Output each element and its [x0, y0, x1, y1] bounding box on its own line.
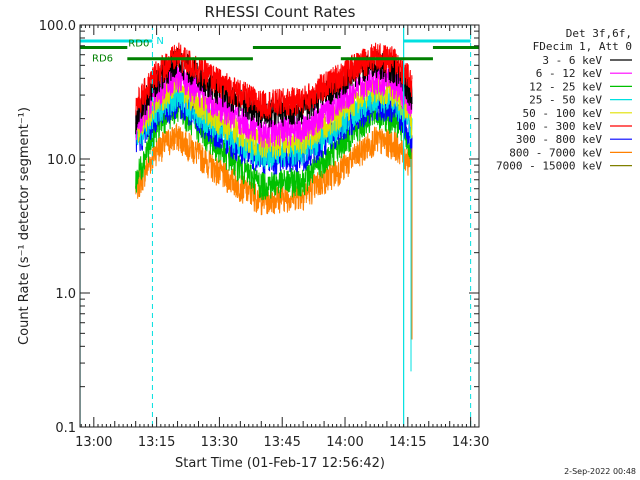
y-tick-label: 10.0 — [47, 153, 76, 168]
series-line — [135, 123, 413, 216]
chart-title: RHESSI Count Rates — [205, 3, 356, 21]
series-line — [135, 72, 413, 159]
plot-frame — [79, 24, 480, 428]
legend-entry-label: 50 - 100 keV — [523, 107, 603, 120]
x-axis-label: Start Time (01-Feb-17 12:56:42) — [175, 456, 385, 471]
legend-entry-label: 12 - 25 keV — [529, 80, 602, 93]
green-bar-label: RD6 — [92, 54, 113, 65]
legend-entry-label: 800 - 7000 keV — [509, 146, 602, 159]
x-tick-label: 14:00 — [326, 435, 363, 450]
series-group: N RD0 RD6 — [80, 25, 479, 427]
legend-entry-label: 7000 - 15000 keV — [496, 160, 602, 173]
legend-header-line-2: FDecim 1, Att 0 — [533, 40, 632, 53]
x-tick-label: 14:15 — [389, 435, 426, 450]
green-bar-label: RD0 — [128, 38, 149, 49]
x-tick-label: 13:00 — [75, 435, 112, 450]
legend-entry-label: 25 - 50 keV — [529, 94, 602, 107]
legend-entry-label: 100 - 300 keV — [516, 120, 602, 133]
legend-entry-label: 300 - 800 keV — [516, 133, 602, 146]
y-tick-label: 100.0 — [39, 19, 76, 34]
legend-entry-label: 3 - 6 keV — [542, 54, 602, 67]
y-axis-label: Count Rate (s⁻¹ detector segment⁻¹) — [17, 107, 32, 345]
x-tick-label: 13:15 — [138, 435, 175, 450]
footer-timestamp: 2-Sep-2022 00:48 — [564, 467, 636, 476]
cyan-bar-label: N — [156, 36, 163, 47]
x-tick-label: 13:30 — [201, 435, 238, 450]
axes: 0.1 1.0 10.0 100.0 13:00 13:15 13:30 13:45 14:00… — [39, 19, 490, 450]
y-tick-label: 1.0 — [55, 287, 76, 302]
x-tick-label: 14:30 — [452, 435, 489, 450]
plot-area: N RD0 RD6 — [80, 25, 479, 427]
legend-entry-label: 6 - 12 keV — [536, 67, 603, 80]
x-tick-label: 13:45 — [263, 435, 300, 450]
y-tick-label: 0.1 — [55, 421, 76, 436]
legend-header-line-1: Det 3f,6f, — [566, 27, 632, 40]
